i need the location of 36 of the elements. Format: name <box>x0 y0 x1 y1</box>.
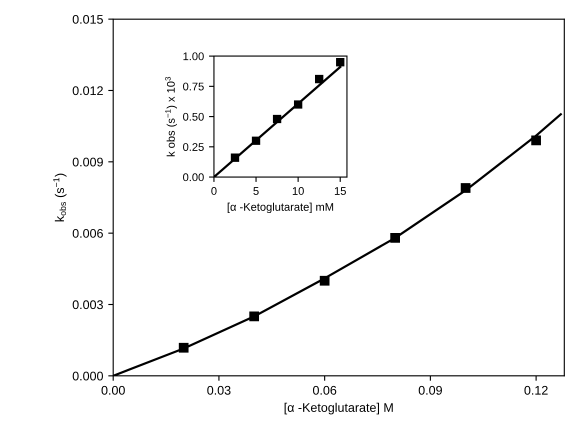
y-axis-title: k$_{obs}$ (s$^{−1}$) <box>53 174 66 222</box>
y-tick-label: 0.75 <box>183 82 204 90</box>
point <box>315 74 324 84</box>
x-tick-label: 0 <box>211 187 217 195</box>
x-tick-label: 0.06 <box>312 386 336 395</box>
point <box>249 312 260 322</box>
y-tick-label: 0.009 <box>72 158 103 166</box>
y-tick-label: 0.006 <box>72 228 103 238</box>
point <box>320 276 330 286</box>
x-tick-label: 5 <box>253 187 259 195</box>
x-tick-label: 10 <box>292 187 304 195</box>
point <box>294 100 302 109</box>
y-tick-label: 0.003 <box>72 300 103 310</box>
x-axis-title: [α -Ketoglutarate] mM <box>228 202 334 214</box>
point <box>272 114 282 124</box>
x-tick-label: 0.03 <box>207 386 231 395</box>
x-tick-label: 0.00 <box>102 386 125 395</box>
point <box>336 58 344 66</box>
y-tick-label: 0.012 <box>72 86 103 96</box>
point <box>531 136 541 146</box>
y-tick-label: 0.015 <box>72 14 103 24</box>
y-tick-label: 0.000 <box>72 372 103 380</box>
x-tick-label: 15 <box>334 187 346 195</box>
y-tick-label: 0.25 <box>183 143 204 151</box>
x-tick-label: 0.12 <box>524 386 548 395</box>
y-tick-label: 0.50 <box>183 112 204 121</box>
y-tick-label: 1.00 <box>183 52 204 60</box>
point <box>460 183 470 193</box>
point <box>252 136 260 145</box>
y-tick-label: 0.00 <box>183 173 204 182</box>
x-tick-label: 0.09 <box>418 386 442 395</box>
point <box>178 342 189 353</box>
y-axis-title: k obs (s$^{−1}$) x 10$^{3}$ <box>165 76 177 156</box>
x-axis-title: [α -Ketoglutarate] M <box>284 402 393 414</box>
point <box>230 154 240 162</box>
point <box>390 233 400 243</box>
